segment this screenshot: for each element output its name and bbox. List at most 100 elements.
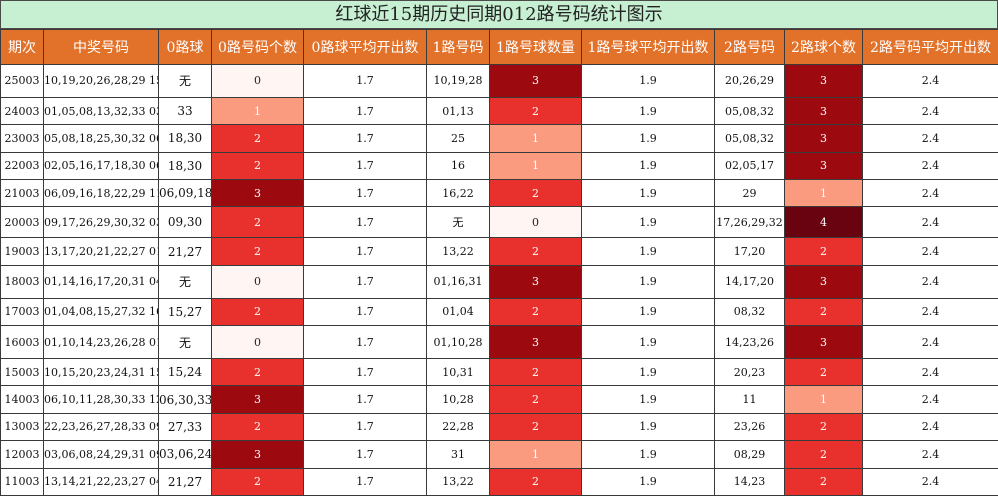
route0-average-cell: 1.7 — [303, 357, 427, 387]
route2-numbers-cell: 20,26,29 — [714, 64, 785, 98]
header-cell: 1路号球平均开出数 — [581, 29, 715, 65]
route2-count-cell: 3 — [784, 264, 863, 299]
header-cell: 0路号码个数 — [211, 29, 304, 65]
route1-count-cell: 2 — [489, 467, 582, 496]
route0-numbers-cell: 21,27 — [158, 467, 212, 496]
route2-count-cell: 2 — [784, 297, 863, 327]
winning-numbers-cell: 10,19,20,26,28,29 15 — [43, 64, 159, 98]
route1-average-cell: 1.9 — [581, 325, 715, 359]
route1-count-cell: 2 — [489, 297, 582, 327]
route1-count-cell: 3 — [489, 264, 582, 299]
route0-average-cell: 1.7 — [303, 467, 427, 496]
route1-average-cell: 1.9 — [581, 440, 715, 469]
route0-count-cell: 3 — [211, 385, 304, 414]
route2-average-cell: 2.4 — [862, 179, 998, 208]
route0-count-cell: 2 — [211, 206, 304, 239]
winning-numbers-cell: 05,08,18,25,30,32 06 — [43, 124, 159, 153]
route2-average-cell: 2.4 — [862, 440, 998, 469]
route1-count-cell: 3 — [489, 325, 582, 359]
table-row: 24003 01,05,08,13,32,33 03 33 1 1.7 01,13 2 1.9… — [0, 96, 998, 126]
route1-numbers-cell: 01,10,28 — [426, 325, 490, 359]
route0-numbers-cell: 15,27 — [158, 297, 212, 327]
route2-numbers-cell: 02,05,17 — [714, 151, 785, 181]
route1-count-cell: 2 — [489, 385, 582, 414]
route2-count-cell: 2 — [784, 440, 863, 469]
issue-cell: 12003 — [0, 440, 44, 469]
issue-cell: 14003 — [0, 385, 44, 414]
route1-average-cell: 1.9 — [581, 385, 715, 414]
route2-average-cell: 2.4 — [862, 412, 998, 442]
route1-average-cell: 1.9 — [581, 297, 715, 327]
route0-numbers-cell: 33 — [158, 96, 212, 126]
winning-numbers-cell: 01,10,14,23,26,28 01 — [43, 325, 159, 359]
route0-average-cell: 1.7 — [303, 96, 427, 126]
route1-count-cell: 1 — [489, 124, 582, 153]
route0-count-cell: 3 — [211, 179, 304, 208]
route0-numbers-cell: 无 — [158, 264, 212, 299]
issue-cell: 16003 — [0, 325, 44, 359]
issue-cell: 17003 — [0, 297, 44, 327]
route0-count-cell: 3 — [211, 440, 304, 469]
table-row: 22003 02,05,16,17,18,30 06 18,30 2 1.7 16 1 1.9… — [0, 151, 998, 181]
route0-numbers-cell: 无 — [158, 64, 212, 98]
route1-average-cell: 1.9 — [581, 179, 715, 208]
route0-numbers-cell: 06,30,33 — [158, 385, 212, 414]
route0-count-cell: 0 — [211, 64, 304, 98]
route1-count-cell: 3 — [489, 64, 582, 98]
route2-count-cell: 3 — [784, 124, 863, 153]
route0-numbers-cell: 03,06,24 — [158, 440, 212, 469]
route1-numbers-cell: 10,19,28 — [426, 64, 490, 98]
route0-numbers-cell: 无 — [158, 325, 212, 359]
route0-average-cell: 1.7 — [303, 412, 427, 442]
chart-title: 红球近15期历史同期012路号码统计图示 — [0, 0, 998, 29]
route2-numbers-cell: 20,23 — [714, 357, 785, 387]
route2-average-cell: 2.4 — [862, 385, 998, 414]
route1-count-cell: 1 — [489, 440, 582, 469]
route2-numbers-cell: 14,23,26 — [714, 325, 785, 359]
table-row: 15003 10,15,20,23,24,31 15 15,24 2 1.7 10,31 2… — [0, 357, 998, 387]
route1-count-cell: 2 — [489, 96, 582, 126]
route1-numbers-cell: 22,28 — [426, 412, 490, 442]
header-cell: 中奖号码 — [43, 29, 159, 65]
route0-average-cell: 1.7 — [303, 206, 427, 239]
header-cell: 0路球 — [158, 29, 212, 65]
route1-numbers-cell: 无 — [426, 206, 490, 239]
table-row: 19003 13,17,20,21,22,27 01 21,27 2 1.7 13,22 2… — [0, 237, 998, 266]
route2-average-cell: 2.4 — [862, 264, 998, 299]
table-row: 11003 13,14,21,22,23,27 04 21,27 2 1.7 13,22 2… — [0, 467, 998, 496]
route1-numbers-cell: 01,13 — [426, 96, 490, 126]
route0-average-cell: 1.7 — [303, 179, 427, 208]
route1-average-cell: 1.9 — [581, 124, 715, 153]
route1-numbers-cell: 01,16,31 — [426, 264, 490, 299]
route1-numbers-cell: 31 — [426, 440, 490, 469]
route1-numbers-cell: 01,04 — [426, 297, 490, 327]
route0-average-cell: 1.7 — [303, 385, 427, 414]
table-row: 13003 22,23,26,27,28,33 09 27,33 2 1.7 22,28 2… — [0, 412, 998, 442]
route0-numbers-cell: 15,24 — [158, 357, 212, 387]
header-cell: 2路号码 — [714, 29, 785, 65]
route1-numbers-cell: 16 — [426, 151, 490, 181]
route0-count-cell: 2 — [211, 151, 304, 181]
route0-count-cell: 2 — [211, 412, 304, 442]
route0-numbers-cell: 06,09,18 — [158, 179, 212, 208]
route1-average-cell: 1.9 — [581, 467, 715, 496]
route2-count-cell: 2 — [784, 357, 863, 387]
route0-count-cell: 2 — [211, 237, 304, 266]
table-row: 25003 10,19,20,26,28,29 15 无 0 1.7 10,19,28 3 1… — [0, 64, 998, 98]
issue-cell: 22003 — [0, 151, 44, 181]
route0-count-cell: 2 — [211, 467, 304, 496]
route2-average-cell: 2.4 — [862, 124, 998, 153]
route0-average-cell: 1.7 — [303, 64, 427, 98]
route1-count-cell: 2 — [489, 357, 582, 387]
route2-numbers-cell: 17,20 — [714, 237, 785, 266]
issue-cell: 21003 — [0, 179, 44, 208]
issue-cell: 13003 — [0, 412, 44, 442]
table-row: 17003 01,04,08,15,27,32 16 15,27 2 1.7 01,04 2… — [0, 297, 998, 327]
table-body: 25003 10,19,20,26,28,29 15 无 0 1.7 10,19,28 3 1… — [0, 64, 998, 496]
route1-average-cell: 1.9 — [581, 264, 715, 299]
header-cell: 1路号球数量 — [489, 29, 582, 65]
route2-count-cell: 4 — [784, 206, 863, 239]
issue-cell: 19003 — [0, 237, 44, 266]
header-cell: 期次 — [0, 29, 44, 65]
route0-average-cell: 1.7 — [303, 124, 427, 153]
